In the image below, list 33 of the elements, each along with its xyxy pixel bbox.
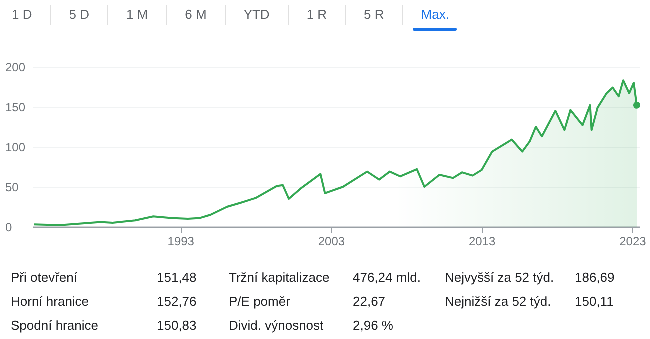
y-tick-label: 0 [6,220,12,234]
y-tick-label: 100 [6,140,26,154]
text: 150,83 [157,317,198,335]
text: 1 D [0,5,52,25]
text: 476,24 mld. [353,269,422,287]
x-tick-label: 2013 [468,234,496,248]
text: 186,69 [575,269,616,287]
text: 1 R [288,5,346,25]
y-tick-label: 200 [6,60,26,74]
x-tick-label: 1993 [168,234,195,248]
text: 6 M [167,5,226,25]
text: 1 M [108,5,168,25]
text: Horní hranice [11,293,90,311]
text: 5 D [51,5,108,25]
text: Spodní hranice [11,317,100,335]
text: Nejnižší za 52 týd. [445,293,552,311]
text: P/E poměr [229,293,292,311]
x-tick-label: 2023 [620,234,647,248]
text: 2,96 % [353,317,394,335]
y-tick-label: 150 [6,100,26,114]
text: Divid. výnosnost [229,317,325,335]
text: 151,48 [157,269,198,287]
text: Při otevření [11,269,78,287]
text: Nejvyšší za 52 týd. [445,269,556,287]
text: 152,76 [157,293,198,311]
text: Tržní kapitalizace [229,269,331,287]
y-tick-label: 50 [6,180,20,194]
text: Max. [403,5,468,25]
text: 150,11 [575,293,615,311]
text: YTD [226,5,289,25]
text: 22,67 [353,293,387,311]
text: 5 R [346,5,404,25]
x-tick-label: 2003 [318,234,346,248]
